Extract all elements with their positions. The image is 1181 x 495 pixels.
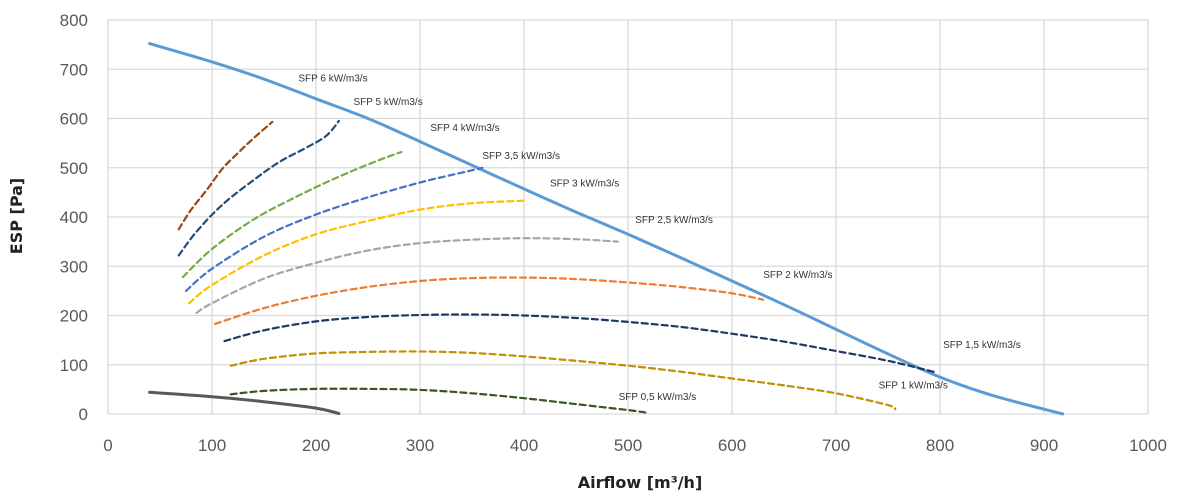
series-line-7 (188, 199, 526, 305)
x-tick-label: 500 (614, 436, 642, 455)
sfp-annotation: SFP 3,5 kW/m3/s (482, 151, 560, 162)
series-line-9 (214, 276, 765, 325)
sfp-annotation: SFP 6 kW/m3/s (298, 74, 367, 85)
series-line-10 (223, 313, 936, 374)
sfp-annotation: SFP 1 kW/m3/s (879, 380, 948, 391)
y-tick-label: 800 (60, 11, 88, 30)
x-tick-label: 200 (302, 436, 330, 455)
y-tick-label: 400 (60, 208, 88, 227)
series-line-1 (148, 42, 1065, 416)
x-tick-label: 800 (926, 436, 954, 455)
series-line-12 (229, 387, 650, 415)
y-tick-label: 100 (60, 356, 88, 375)
y-tick-label: 300 (60, 257, 88, 276)
series-line-8 (195, 237, 619, 315)
series-line-11 (229, 350, 897, 411)
x-axis-title: Airflow [m³/h] (578, 473, 703, 492)
data-series (148, 42, 1065, 416)
sfp-annotation: SFP 2 kW/m3/s (763, 270, 832, 281)
sfp-annotation: SFP 3 kW/m3/s (550, 178, 619, 189)
series-line-2 (148, 390, 341, 415)
series-line-4 (177, 119, 340, 257)
y-tick-label: 600 (60, 110, 88, 129)
x-tick-label: 100 (198, 436, 226, 455)
x-tick-label: 1000 (1129, 436, 1167, 455)
x-tick-label: 300 (406, 436, 434, 455)
curve-annotations: SFP 6 kW/m3/s SFP 5 kW/m3/s SFP 4 kW/m3/s S… (298, 74, 1020, 404)
y-tick-label: 200 (60, 307, 88, 326)
x-tick-label: 600 (718, 436, 746, 455)
sfp-annotation: SFP 4 kW/m3/s (430, 123, 499, 134)
series-line-3 (177, 120, 274, 231)
x-tick-label: 400 (510, 436, 538, 455)
sfp-annotation: SFP 5 kW/m3/s (353, 97, 422, 108)
x-tick-label: 900 (1030, 436, 1058, 455)
x-tick-label: 0 (103, 436, 112, 455)
sfp-annotation: SFP 2,5 kW/m3/s (635, 215, 713, 226)
series-line-6 (184, 166, 484, 292)
y-tick-label: 0 (79, 405, 88, 424)
gridlines (107, 19, 1149, 415)
y-axis-tick-labels: 0 100 200 300 400 500 600 700 800 (60, 11, 88, 424)
x-tick-label: 700 (822, 436, 850, 455)
sfp-annotation: SFP 1,5 kW/m3/s (943, 340, 1021, 351)
sfp-annotation: SFP 0,5 kW/m3/s (619, 392, 697, 403)
y-axis-title: ESP [Pa] (7, 178, 26, 254)
x-axis-tick-labels: 0 100 200 300 400 500 600 700 800 900 1000 (103, 436, 1167, 455)
y-tick-label: 700 (60, 60, 88, 79)
series-line-5 (181, 150, 403, 279)
y-tick-label: 500 (60, 159, 88, 178)
